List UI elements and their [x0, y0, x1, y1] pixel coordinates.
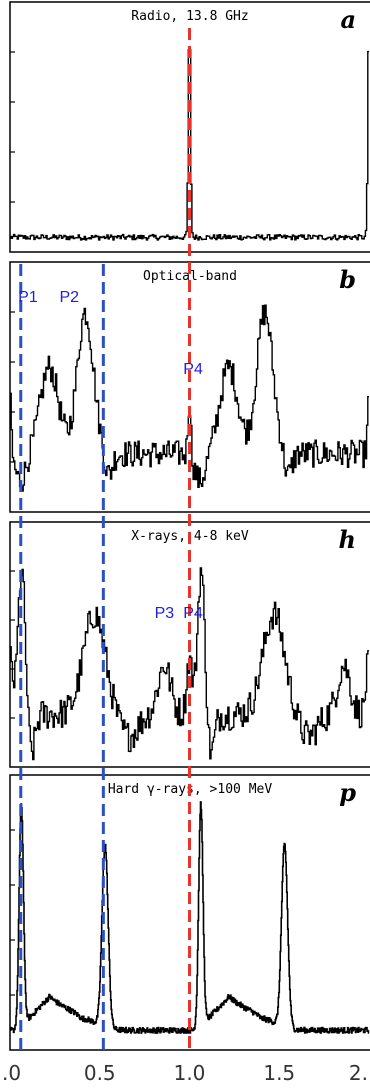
x-axis-ticks: .0 0.5 1.0 1.5 2.: [2, 1061, 368, 1085]
reference-lines-layer: [19, 28, 191, 1050]
panel-title-b: Optical-band: [143, 269, 237, 284]
panel-frame-p: [9, 774, 370, 1051]
panel-frame-b: [9, 261, 370, 513]
panel-frame-h: [9, 521, 370, 768]
panel-p: Hard γ-rays, >100 MeV p: [9, 774, 370, 1051]
peak-label-b-p4: P4: [183, 361, 203, 378]
x-tick-label: 0.5: [84, 1061, 116, 1085]
panel-letter-a: a: [340, 5, 356, 34]
x-tick-label: 1.0: [174, 1061, 206, 1085]
peak-label-h-p4: P4: [183, 605, 203, 622]
panel-letter-p: p: [339, 778, 356, 807]
peak-label-h-p3: P3: [155, 605, 175, 622]
panel-frame-a: [9, 1, 370, 253]
panel-letter-h: h: [339, 525, 356, 554]
panel-letter-b: b: [339, 265, 356, 294]
light-curve-p: [9, 801, 370, 1034]
peak-label-b-p2: P2: [59, 289, 79, 306]
labels-layer: P1 P2 P4 P3 P4: [18, 289, 203, 622]
panel-title-a: Radio, 13.8 GHz: [131, 9, 248, 24]
x-tick-label: .0: [2, 1061, 21, 1085]
x-tick-label: 1.5: [263, 1061, 295, 1085]
peak-label-b-p1: P1: [18, 289, 38, 306]
x-tick-label: 2.: [349, 1061, 368, 1085]
